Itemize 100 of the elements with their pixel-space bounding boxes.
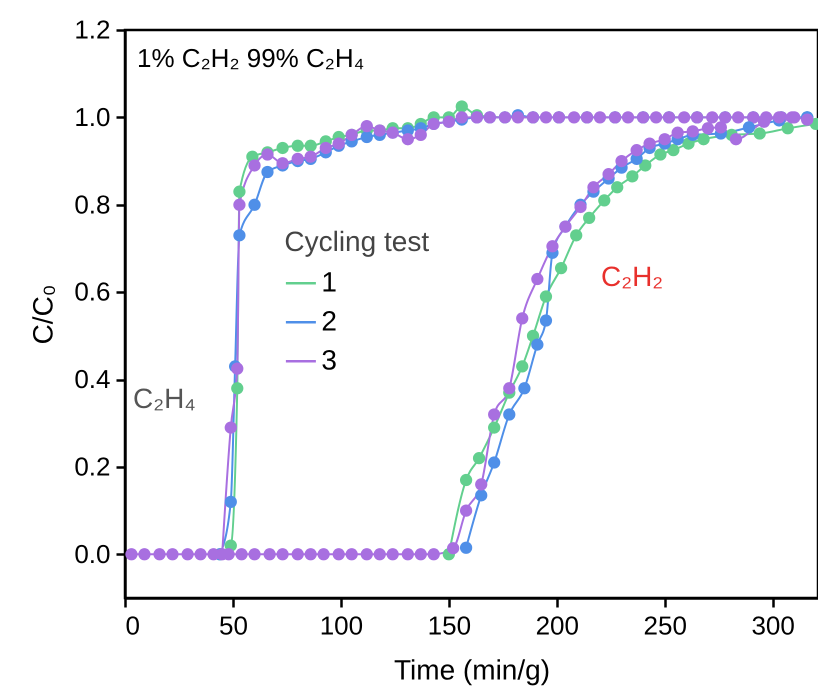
legend-label: 3 [321,344,337,376]
point [602,168,615,180]
point [248,159,261,172]
point [650,111,662,124]
x-tick-label: 200 [536,610,579,640]
point [332,137,345,150]
point [611,181,624,194]
point [742,121,756,134]
point [248,198,261,211]
point [181,548,194,560]
point [374,548,386,560]
point [622,111,634,124]
point [531,338,544,351]
point [686,125,699,138]
x-tick-label: 150 [428,610,472,640]
y-axis-title: C/C₀ [27,284,58,344]
point [643,137,656,150]
point [233,198,246,211]
point [402,133,414,146]
point [456,100,468,113]
point [292,140,304,152]
point [261,166,274,178]
point [475,489,488,502]
point [414,548,427,560]
point [360,120,373,132]
point [447,542,460,554]
point [233,229,246,242]
point [594,111,606,124]
point [732,111,744,124]
point [194,548,207,560]
point [516,312,528,324]
point [304,140,317,152]
point [360,548,373,560]
point [460,542,472,554]
point [317,548,330,560]
point [346,548,358,560]
point [546,240,559,252]
point [264,548,276,560]
point [754,127,766,140]
point [568,111,580,124]
point [276,548,289,560]
point [570,229,582,242]
point [460,504,472,517]
point [782,122,794,134]
annotation: C₂H₄ [133,383,196,414]
point [697,133,710,146]
y-tick-label: 1.2 [74,14,110,44]
y-tick-label: 0.8 [74,189,110,220]
point [503,382,516,394]
point [475,478,488,491]
point [801,113,814,126]
point [332,548,345,560]
point [276,157,289,170]
legend-label: 2 [321,305,337,336]
point [630,144,643,156]
legend-title: Cycling test [284,226,430,257]
point [276,142,289,154]
point [639,159,652,172]
point [153,548,166,560]
y-tick-label: 0.2 [74,451,110,482]
point [488,421,500,434]
point [678,111,690,124]
x-tick-label: 250 [644,610,687,640]
point [472,452,486,464]
x-axis-title: Time (min/g) [394,654,550,686]
point [730,133,742,146]
point [583,212,596,224]
point [626,170,638,182]
point [304,548,317,560]
y-tick-label: 0.6 [74,276,110,307]
legend-label: 1 [321,266,337,298]
point [233,186,246,198]
point [706,111,718,124]
point [615,154,628,168]
x-tick-label: 100 [320,610,364,640]
point [224,496,237,508]
point [386,548,399,560]
point [654,148,667,161]
point [414,128,427,141]
point [125,548,138,560]
point [224,421,237,434]
point [574,200,587,214]
x-tick-label: 50 [218,610,248,640]
point [261,148,274,161]
point [248,548,261,560]
y-tick-label: 1.0 [74,102,110,132]
point [428,548,440,560]
y-tick-label: 0.4 [74,364,110,394]
point [540,290,552,303]
point [672,126,684,139]
y-tick-label: 0.0 [74,538,110,569]
point [518,382,531,394]
point [667,144,680,156]
point [231,382,244,394]
annotation: C₂H₂ [601,261,664,292]
point [587,181,600,194]
point [540,314,552,327]
x-tick-label: 0 [126,610,140,640]
point [702,122,714,134]
point [598,194,610,207]
